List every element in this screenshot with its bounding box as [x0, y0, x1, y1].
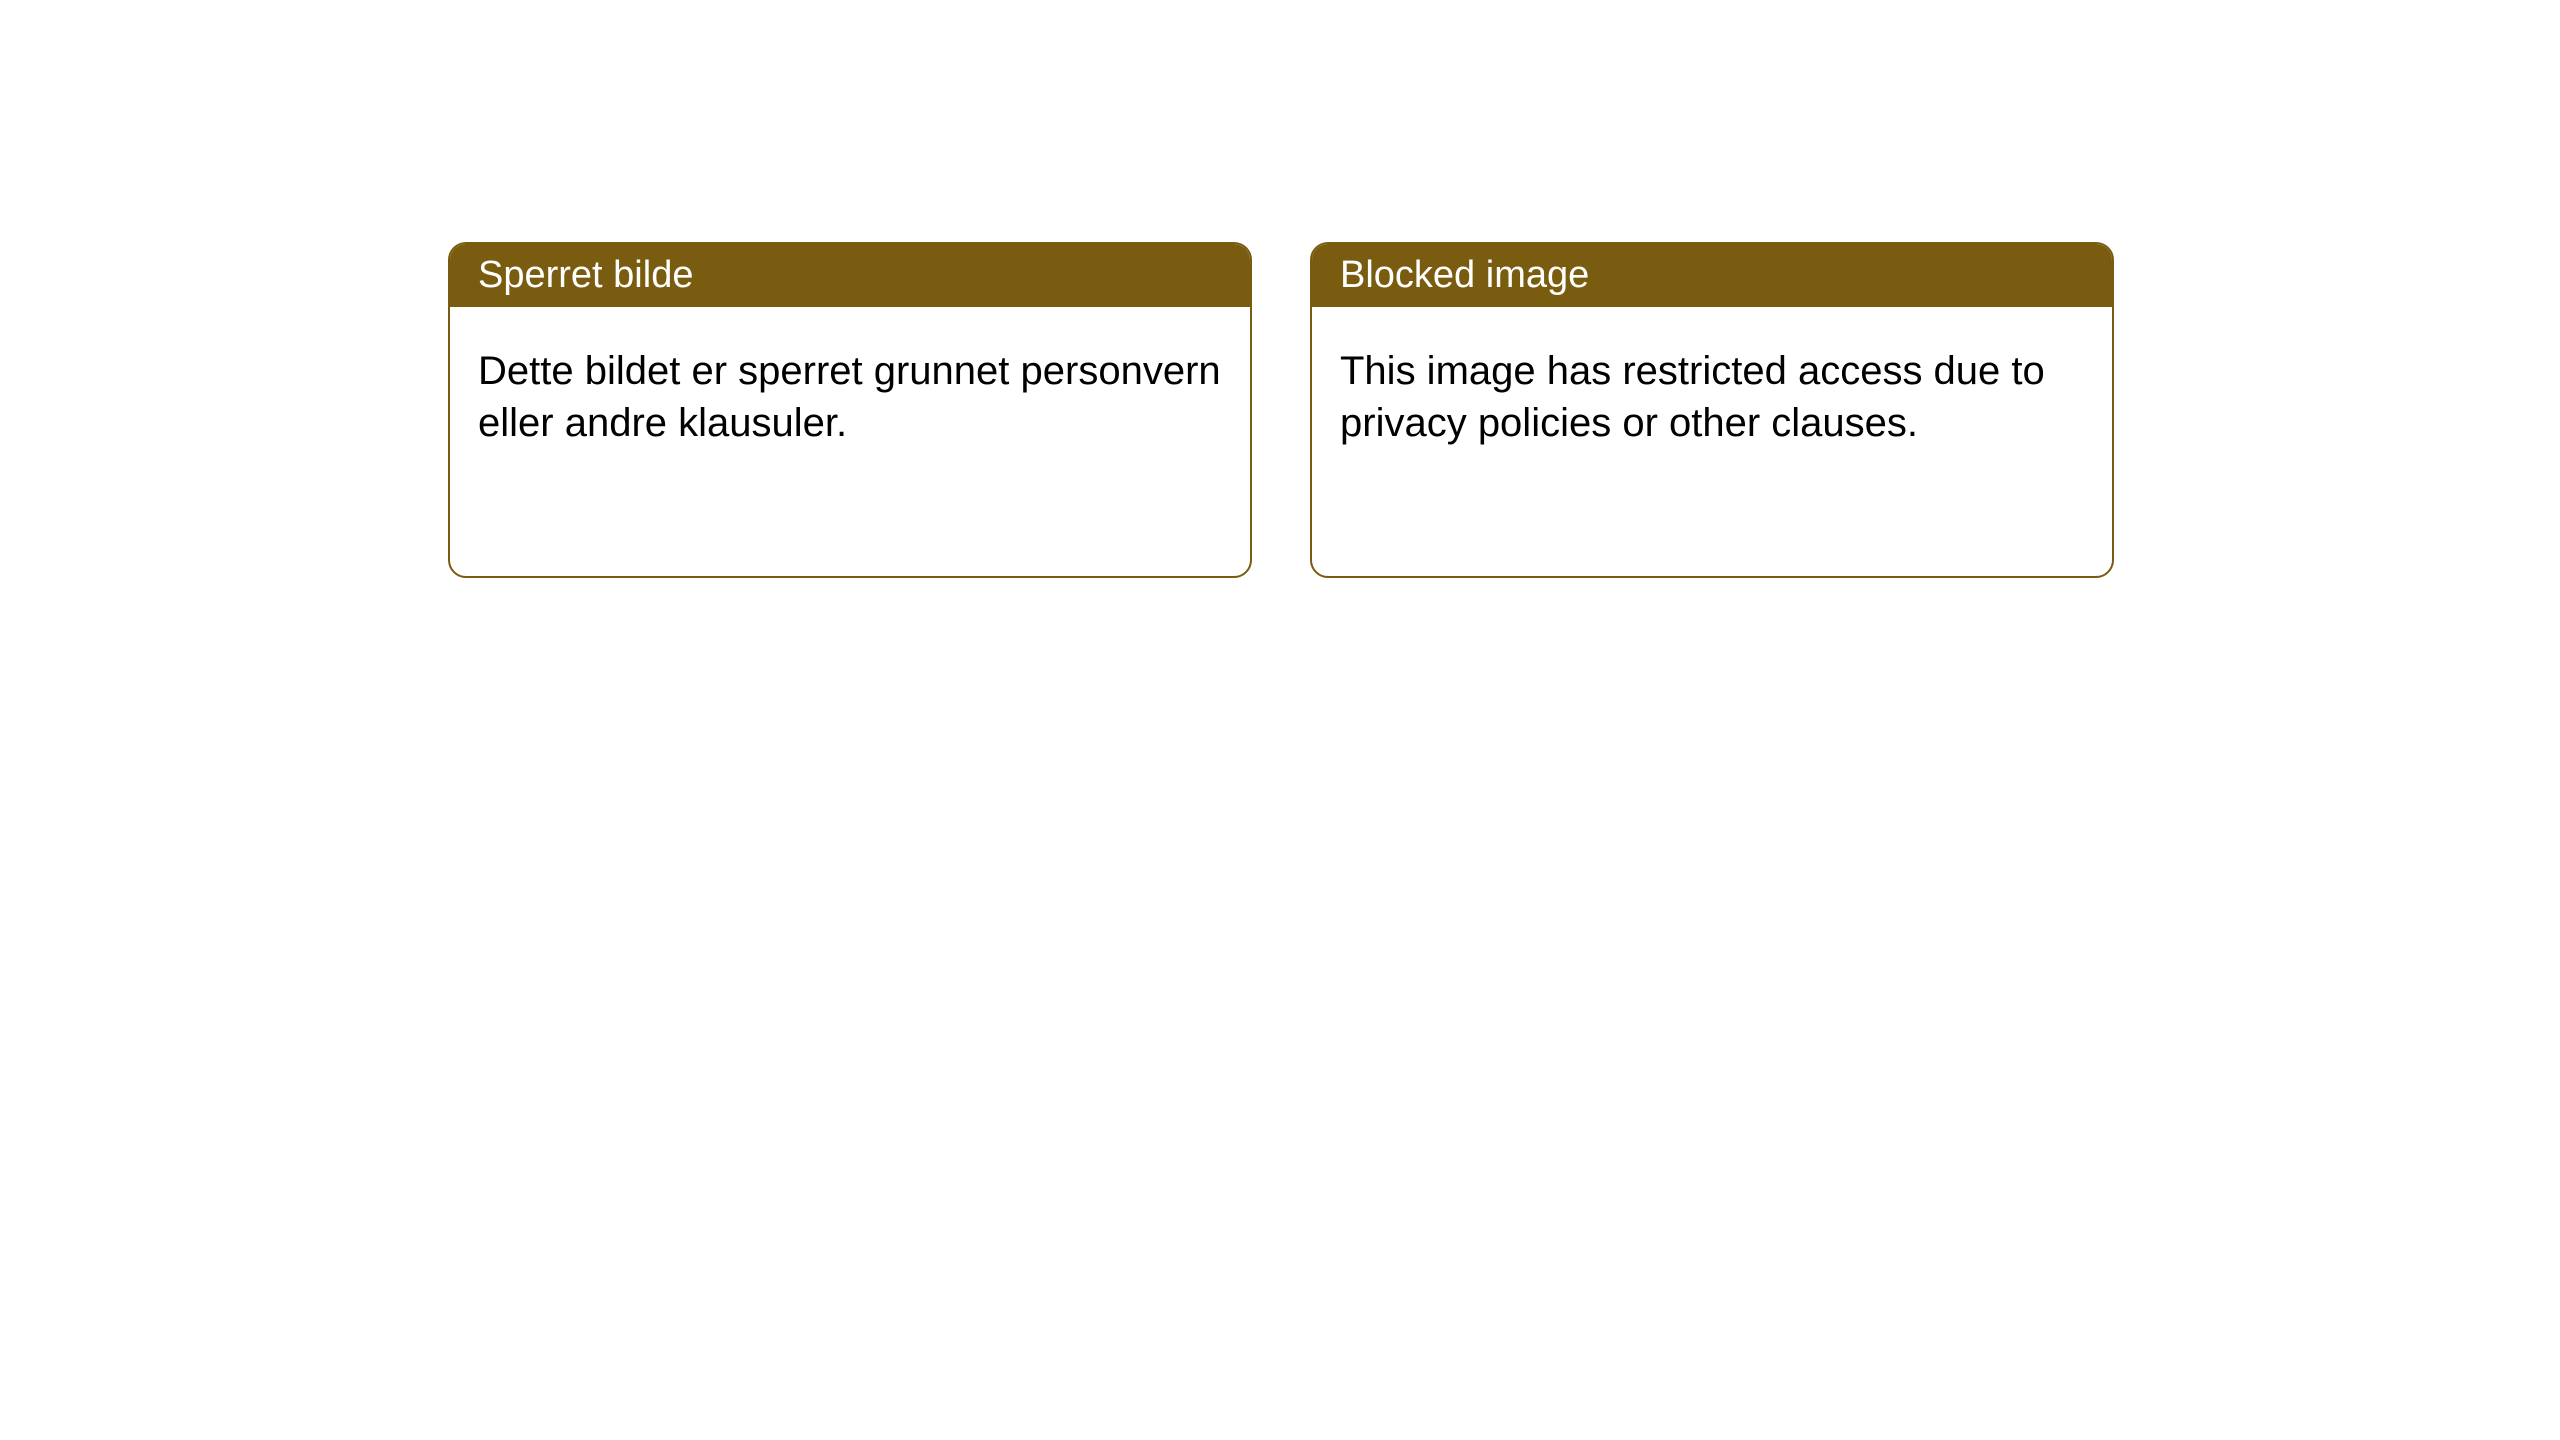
card-header: Sperret bilde: [450, 244, 1250, 307]
card-message: Dette bildet er sperret grunnet personve…: [478, 349, 1221, 445]
card-title: Sperret bilde: [478, 254, 693, 296]
card-body: This image has restricted access due to …: [1312, 307, 2112, 487]
notice-container: Sperret bilde Dette bildet er sperret gr…: [0, 0, 2560, 578]
notice-card-english: Blocked image This image has restricted …: [1310, 242, 2114, 578]
card-title: Blocked image: [1340, 254, 1589, 296]
card-body: Dette bildet er sperret grunnet personve…: [450, 307, 1250, 487]
card-message: This image has restricted access due to …: [1340, 349, 2045, 445]
notice-card-norwegian: Sperret bilde Dette bildet er sperret gr…: [448, 242, 1252, 578]
card-header: Blocked image: [1312, 244, 2112, 307]
